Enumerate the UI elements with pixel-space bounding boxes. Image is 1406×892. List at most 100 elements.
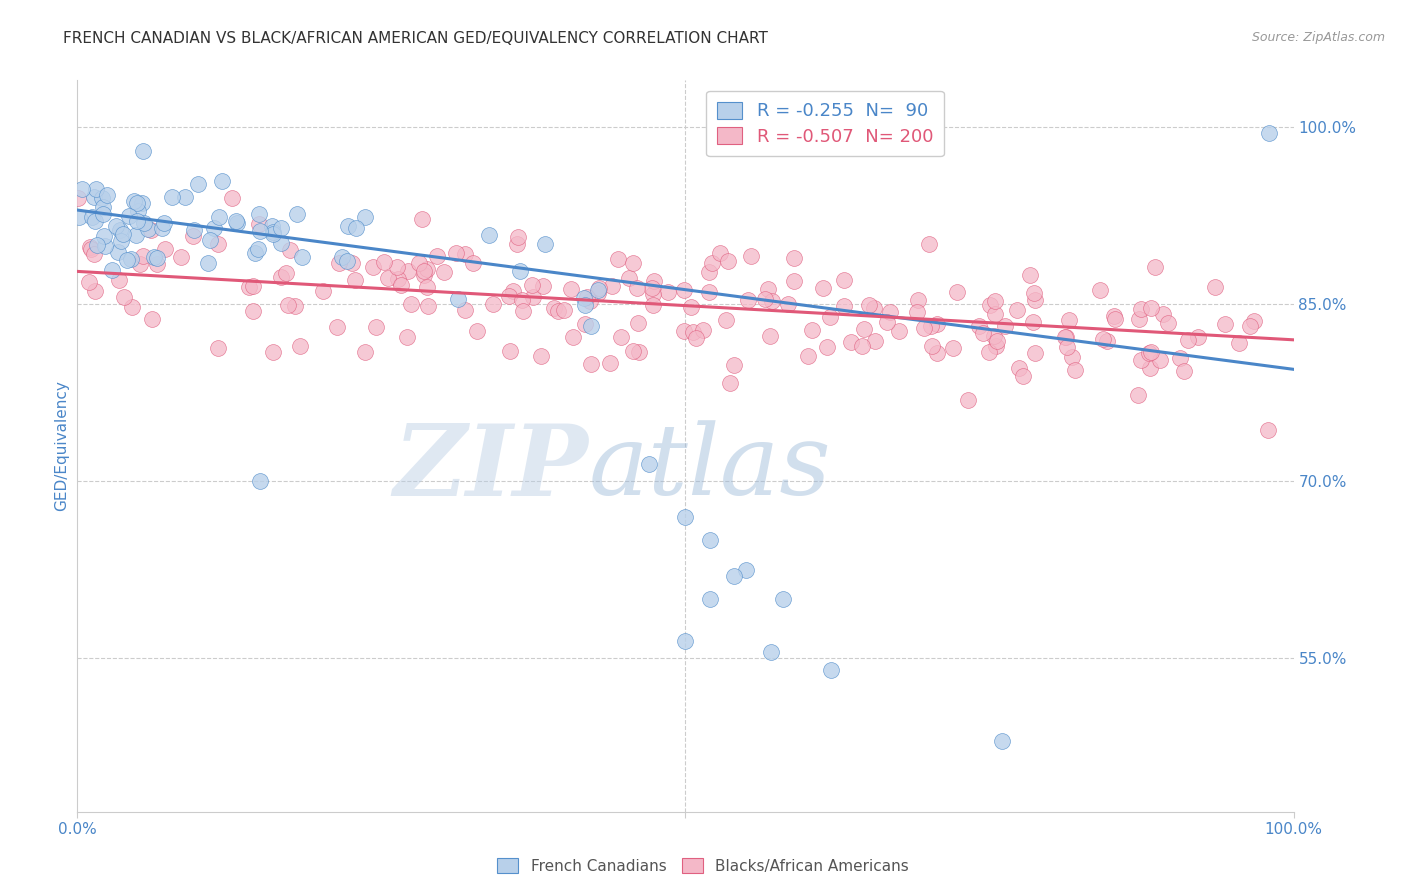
Point (520, 278, 543, 293)
Point (344, 221, 367, 235)
Point (1024, 346, 1046, 360)
Point (143, 250, 166, 264)
Point (125, 228, 148, 243)
Point (709, 245, 731, 260)
Point (263, 227, 285, 241)
Point (141, 312, 163, 326)
Text: FRENCH CANADIAN VS BLACK/AFRICAN AMERICAN GED/EQUIVALENCY CORRELATION CHART: FRENCH CANADIAN VS BLACK/AFRICAN AMERICA… (63, 31, 768, 46)
Point (921, 339, 943, 353)
Point (107, 245, 129, 260)
Point (82, 210, 104, 224)
Text: atlas: atlas (588, 420, 831, 516)
Point (463, 255, 485, 269)
Point (1022, 285, 1045, 300)
Point (1152, 307, 1174, 321)
Point (628, 345, 651, 359)
Point (692, 323, 714, 337)
Point (138, 221, 160, 235)
Point (588, 281, 610, 295)
Point (243, 246, 266, 260)
Point (643, 286, 665, 301)
Point (946, 285, 969, 299)
Point (1005, 302, 1028, 317)
Text: Source: ZipAtlas.com: Source: ZipAtlas.com (1251, 31, 1385, 45)
Point (912, 320, 935, 334)
Point (778, 296, 800, 310)
Point (697, 264, 720, 278)
Point (1139, 361, 1161, 376)
Point (96, 187, 118, 202)
Point (340, 256, 363, 270)
Point (146, 257, 169, 271)
Point (1056, 330, 1078, 344)
Point (1149, 353, 1171, 368)
Point (530, 349, 553, 363)
Point (132, 216, 155, 230)
Point (879, 305, 901, 319)
Point (1229, 335, 1251, 350)
Point (288, 338, 311, 352)
Point (387, 272, 409, 286)
Point (1177, 333, 1199, 347)
Point (181, 229, 204, 244)
Point (572, 291, 595, 305)
Point (617, 271, 640, 285)
Point (1064, 362, 1087, 376)
Point (1060, 351, 1083, 365)
Y-axis label: GED/Equivalency: GED/Equivalency (53, 381, 69, 511)
Point (225, 214, 247, 228)
Point (621, 256, 644, 270)
Point (453, 302, 475, 317)
Point (93, 206, 115, 220)
Point (285, 207, 308, 221)
Point (1057, 313, 1080, 327)
Point (574, 298, 596, 312)
Point (173, 190, 195, 204)
Point (717, 254, 740, 268)
Point (1213, 317, 1236, 331)
Point (200, 233, 222, 247)
Point (121, 300, 143, 314)
Point (714, 313, 737, 327)
Point (344, 273, 367, 287)
Point (813, 281, 835, 295)
Point (412, 268, 434, 283)
Point (83, 190, 105, 204)
Point (522, 289, 544, 303)
Point (270, 235, 292, 250)
Point (972, 326, 994, 340)
Point (1139, 301, 1161, 315)
Point (675, 509, 697, 524)
Point (72, 182, 94, 196)
Point (737, 293, 759, 308)
Point (579, 357, 602, 371)
Point (1008, 360, 1031, 375)
Point (627, 316, 650, 330)
Point (247, 242, 270, 256)
Point (672, 324, 695, 338)
Text: ZIP: ZIP (394, 420, 588, 516)
Point (412, 264, 434, 278)
Point (226, 216, 249, 230)
Point (242, 278, 264, 293)
Point (326, 320, 349, 334)
Point (336, 254, 359, 268)
Point (783, 251, 806, 265)
Point (562, 330, 585, 344)
Point (599, 356, 621, 370)
Point (131, 196, 153, 211)
Point (865, 334, 887, 348)
Point (208, 211, 231, 225)
Point (1143, 260, 1166, 274)
Point (574, 317, 596, 331)
Point (160, 190, 183, 204)
Point (415, 280, 437, 294)
Point (1091, 332, 1114, 346)
Point (957, 392, 980, 407)
Point (150, 220, 173, 235)
Point (1156, 316, 1178, 330)
Point (1019, 268, 1042, 282)
Point (681, 300, 703, 314)
Point (361, 260, 384, 274)
Point (907, 293, 929, 308)
